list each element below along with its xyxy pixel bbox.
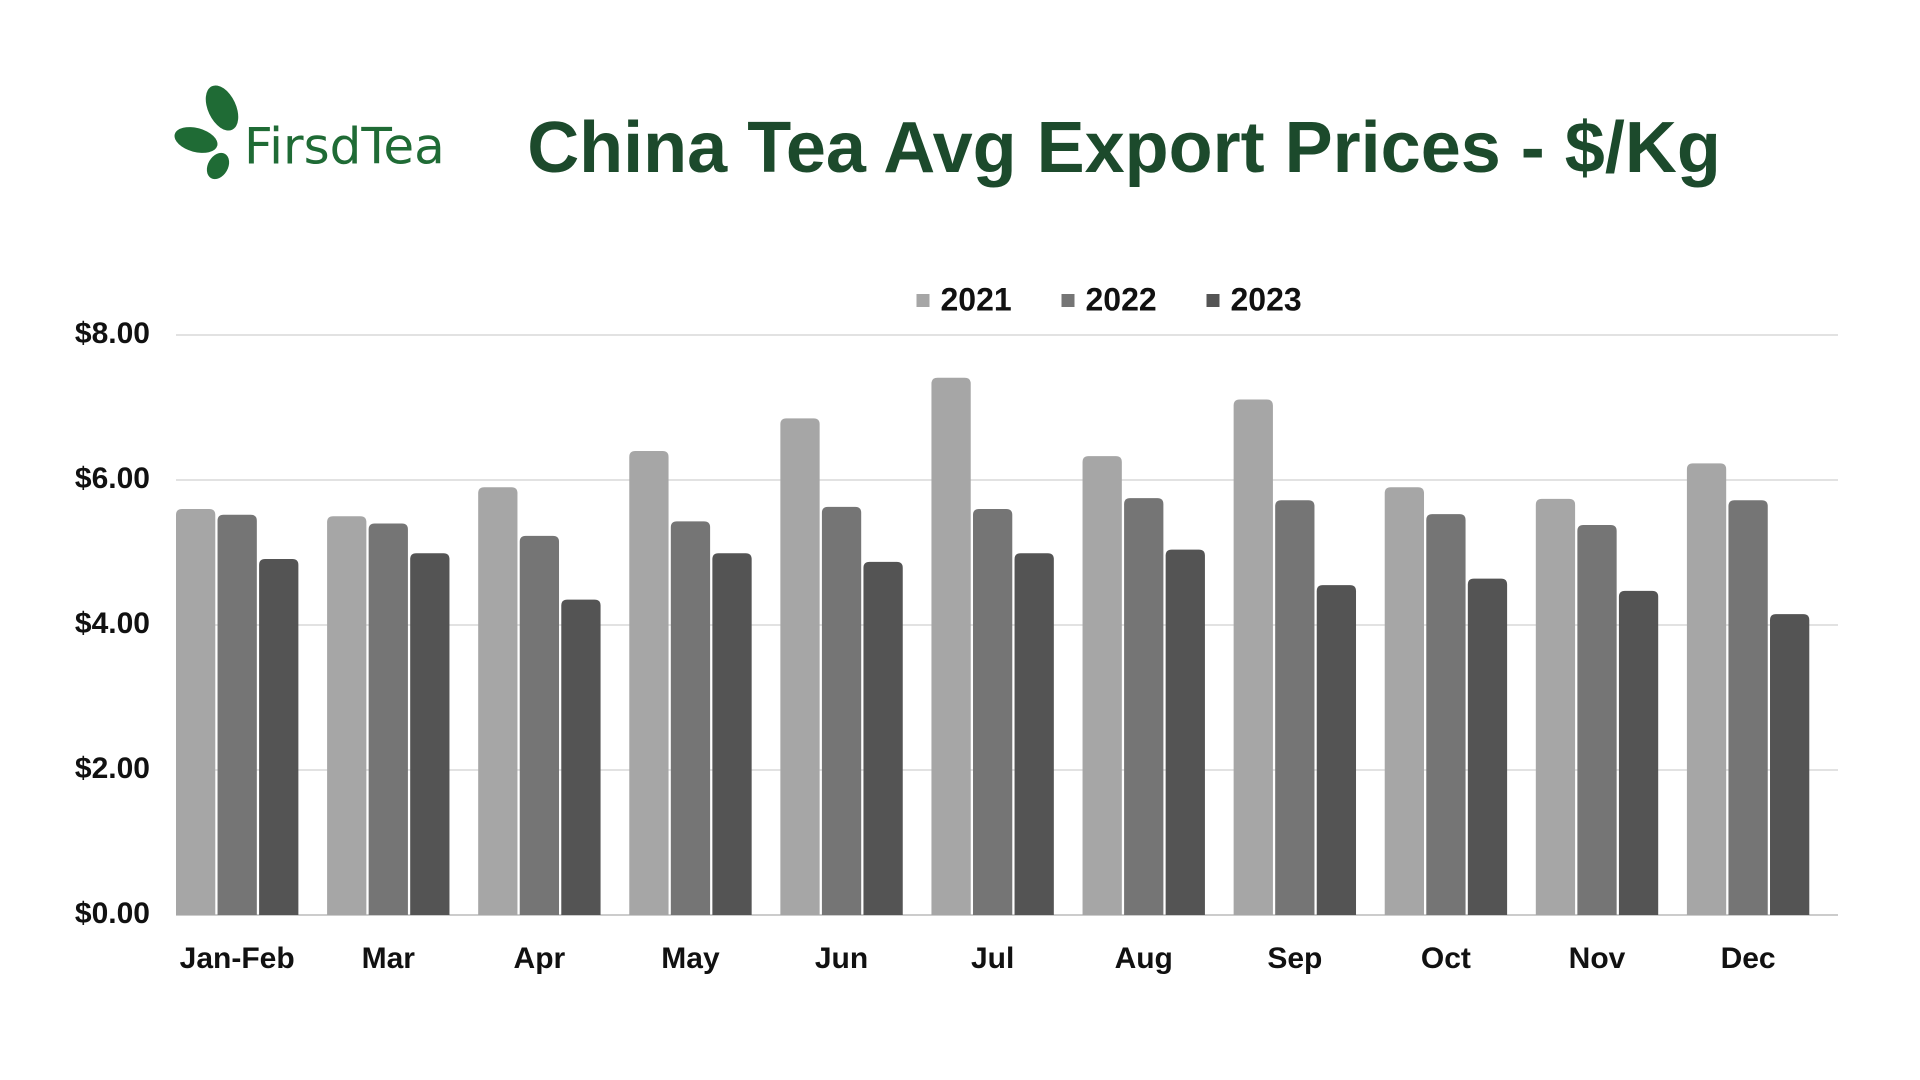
y-tick-label: $8.00 [75,317,150,350]
legend-swatch [1061,294,1075,307]
bar [259,559,299,915]
legend-label: 2021 [941,281,1012,317]
bar [1165,549,1205,915]
bar [1618,590,1659,915]
y-tick-label: $4.00 [75,607,150,640]
bar [780,418,820,915]
y-tick-label: $6.00 [75,462,150,495]
legend-label: 2023 [1231,281,1302,317]
bar [1686,463,1727,915]
x-tick-label: Apr [514,942,566,975]
x-tick-label: Oct [1421,942,1471,975]
bar [561,599,601,915]
legend-label: 2022 [1086,281,1157,317]
bar [863,561,903,915]
x-tick-label: May [661,942,720,975]
bar [327,516,367,915]
bar [670,521,711,915]
bar [629,451,669,915]
bar [368,523,408,915]
logo-mark [174,85,239,180]
bar [1014,553,1054,915]
bar [1124,498,1164,915]
bar [1426,514,1466,915]
bar [1384,487,1425,915]
bar [410,553,450,915]
legend-swatch [1206,294,1220,307]
x-tick-label: Dec [1721,942,1776,975]
bar [519,535,560,915]
x-tick-label: Jan-Feb [180,942,295,975]
bar [478,487,518,915]
legend-swatch [916,294,930,307]
x-tick-label: Jul [971,942,1014,975]
bar [217,514,257,915]
chart-title: China Tea Avg Export Prices - $/Kg [527,108,1721,188]
bar [821,506,862,915]
x-tick-label: Sep [1267,942,1322,975]
x-tick-label: Mar [362,942,416,975]
bar [1728,500,1768,915]
x-tick-label: Aug [1115,942,1173,975]
bar [1275,500,1315,915]
bar [1467,578,1508,915]
bar [1082,456,1122,915]
bar [1535,498,1576,915]
bar [1233,399,1273,915]
bar [1577,524,1617,915]
logo-text: FirsdTea [244,118,445,176]
bar [1316,585,1357,915]
bar [176,509,216,915]
bar [973,509,1013,915]
bar [931,377,971,915]
bar [1770,614,1810,915]
x-tick-label: Jun [815,942,868,975]
x-tick-label: Nov [1569,942,1626,975]
y-tick-label: $2.00 [75,752,150,785]
bar [712,553,752,915]
y-tick-label: $0.00 [75,897,150,930]
